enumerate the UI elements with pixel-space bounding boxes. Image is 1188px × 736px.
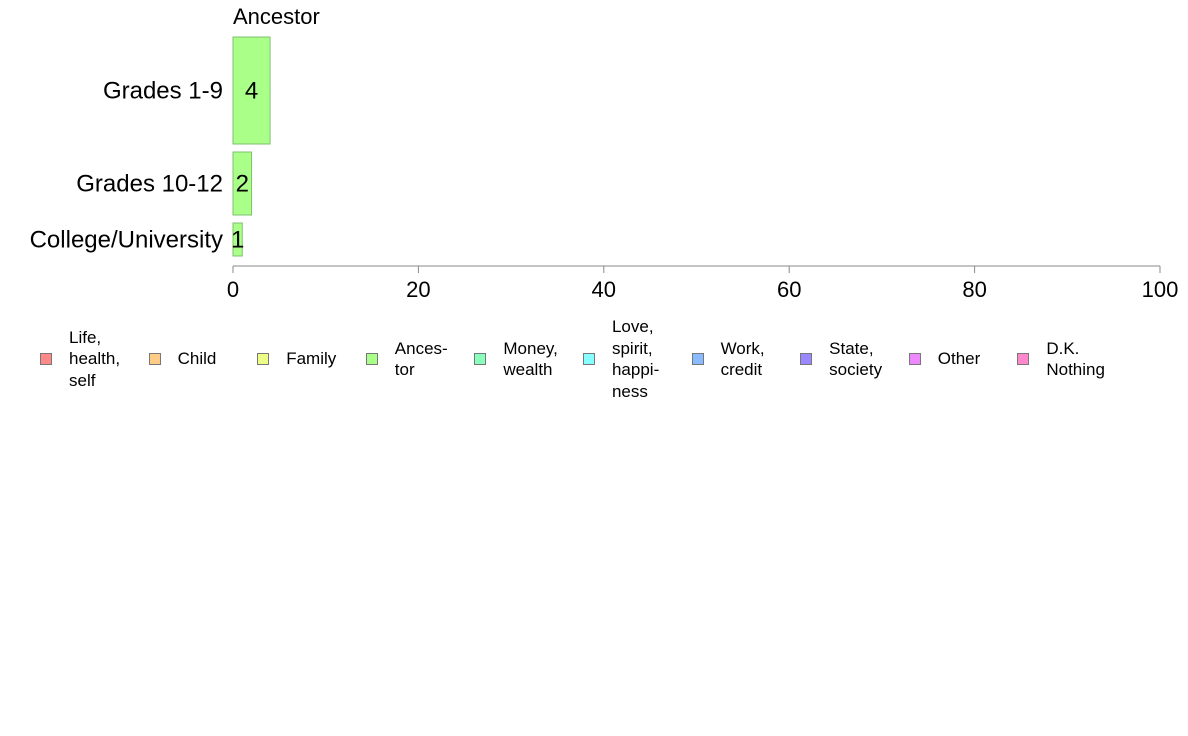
legend-item: Money, wealth: [474, 338, 583, 381]
bar-chart: Ancestor Grades 1-9 4 Grades 10-12 2 College…: [30, 4, 1179, 302]
legend-swatch: [691, 353, 704, 365]
legend-swatch: [474, 353, 487, 365]
legend-item: Love, spirit, happi- ness: [582, 316, 692, 402]
legend-swatch: [1017, 353, 1030, 365]
x-tick-label: 80: [962, 277, 986, 302]
legend-label: Love, spirit, happi- ness: [611, 317, 660, 401]
bar: [232, 222, 243, 257]
legend: Life, health, self Child Family Ances- tor M…: [40, 316, 1126, 402]
legend-swatch: [257, 353, 270, 365]
category-label: College/University: [30, 227, 223, 254]
legend-label: Family: [286, 349, 337, 369]
x-tick-label: 20: [406, 277, 430, 302]
legend-label: Ances- tor: [394, 338, 448, 380]
x-tick-label: 40: [592, 277, 616, 302]
legend-swatch: [582, 353, 595, 365]
legend-label: Life, health, self: [69, 327, 121, 390]
legend-label: Work, credit: [720, 338, 765, 380]
legend-item: Child: [148, 348, 258, 370]
data-label: 4: [245, 78, 258, 105]
legend-item: Ances- tor: [365, 338, 475, 381]
legend-item: Family: [257, 348, 366, 370]
x-tick-label: 100: [1142, 277, 1179, 302]
legend-label: State, society: [829, 338, 883, 380]
category-label: Grades 1-9: [103, 78, 223, 105]
legend-swatch: [365, 353, 378, 365]
legend-label: Money, wealth: [503, 338, 558, 380]
legend-swatch: [908, 353, 921, 365]
legend-swatch: [148, 353, 161, 365]
legend-label: Other: [937, 349, 981, 369]
data-label: 1: [231, 227, 244, 254]
legend-swatch: [800, 353, 813, 365]
bar: [232, 151, 253, 216]
legend-item: Life, health, self: [40, 327, 149, 392]
bar: [232, 36, 271, 145]
legend-item: Work, credit: [691, 338, 801, 381]
legend-label: Child: [177, 349, 217, 369]
legend-item: Other: [908, 348, 1018, 370]
legend-label: D.K. Nothing: [1046, 338, 1105, 380]
x-tick-label: 60: [777, 277, 801, 302]
legend-item: State, society: [800, 338, 909, 381]
data-label: 2: [236, 171, 249, 198]
legend-item: D.K. Nothing: [1017, 338, 1126, 381]
chart-title: Ancestor: [233, 4, 320, 29]
x-tick-label: 0: [227, 277, 239, 302]
category-label: Grades 10-12: [76, 171, 223, 198]
legend-swatch: [40, 353, 52, 365]
